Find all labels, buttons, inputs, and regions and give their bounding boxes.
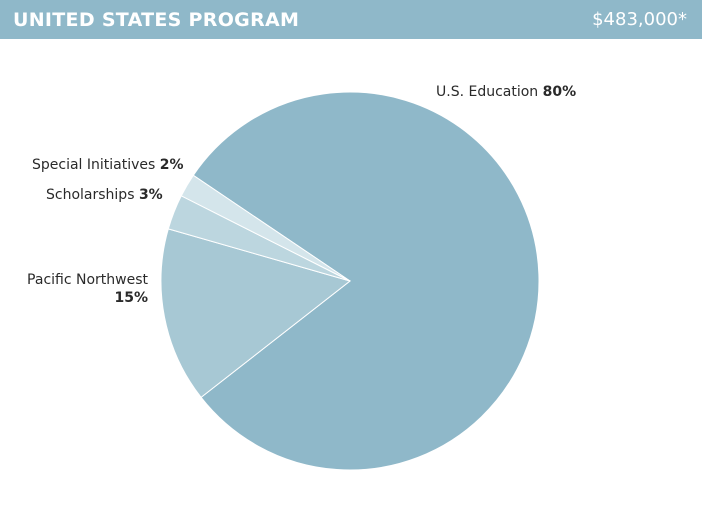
slice-label-special-initiatives: Special Initiatives 2%	[32, 156, 184, 174]
page-title: UNITED STATES PROGRAM	[13, 9, 300, 31]
slice-value: 15%	[114, 290, 148, 306]
slice-name: U.S. Education	[436, 84, 539, 100]
slice-name: Pacific Northwest	[27, 272, 148, 288]
pie-slice-pacific-northwest	[160, 228, 352, 399]
slice-label-pacific-northwest: Pacific Northwest 15%	[27, 271, 148, 307]
pie-slice-u-s-education	[192, 91, 540, 471]
header-bar: UNITED STATES PROGRAM $483,000*	[0, 0, 702, 39]
slice-value: 3%	[138, 187, 163, 203]
slice-name: Scholarships	[46, 187, 135, 203]
slice-label-us-education: U.S. Education 80%	[436, 83, 576, 101]
pie-slice-special-initiatives	[180, 174, 351, 282]
slice-value: 80%	[542, 84, 577, 100]
slice-label-scholarships: Scholarships 3%	[46, 186, 163, 204]
slice-name: Special Initiatives	[32, 157, 156, 173]
program-total: $483,000*	[592, 9, 687, 30]
slice-value: 2%	[159, 157, 184, 173]
